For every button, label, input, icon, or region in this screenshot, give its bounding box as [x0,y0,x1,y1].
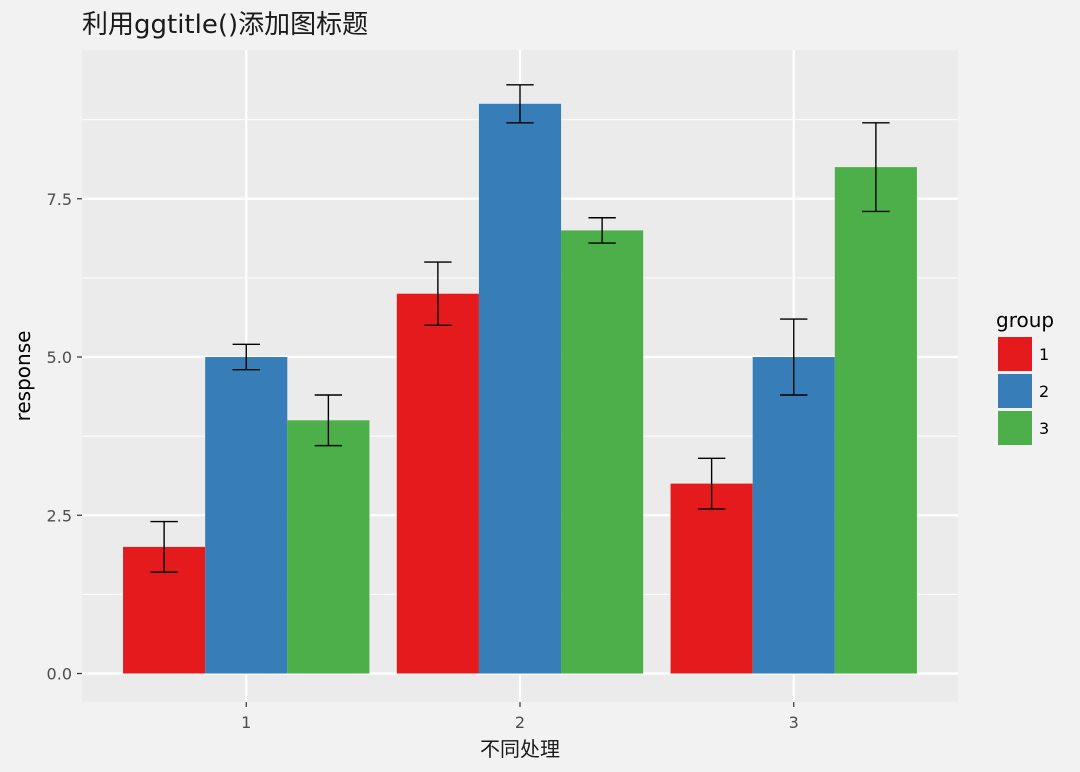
legend-label: 2 [1039,382,1049,401]
bar [834,167,917,674]
legend-label: 1 [1039,345,1049,364]
y-tick-label: 0.0 [47,665,72,684]
y-tick-label: 5.0 [47,348,72,367]
y-axis-title: response [11,331,35,422]
bars [123,103,917,674]
bar [287,420,370,674]
bar [396,293,479,674]
legend-key [998,374,1032,408]
x-axis-title: 不同处理 [480,737,560,761]
x-tick-label: 1 [241,713,251,732]
error-bars [150,84,890,573]
legend-label: 3 [1039,419,1049,438]
y-axis: 0.0 2.5 5.0 7.5 [47,190,82,684]
y-tick-label: 7.5 [47,190,72,209]
legend: group 1 2 3 [996,308,1054,446]
legend-key [998,337,1032,371]
bar [670,483,753,674]
chart-title: 利用ggtitle()添加图标题 [82,10,368,40]
bar [561,230,644,674]
x-tick-label: 3 [789,713,799,732]
bar [478,103,562,674]
bar [752,357,835,674]
legend-title: group [996,308,1054,332]
x-axis: 1 2 3 [241,702,799,732]
y-tick-label: 2.5 [47,506,72,525]
x-tick-label: 2 [515,713,525,732]
bar [205,357,288,674]
legend-key [998,411,1032,445]
